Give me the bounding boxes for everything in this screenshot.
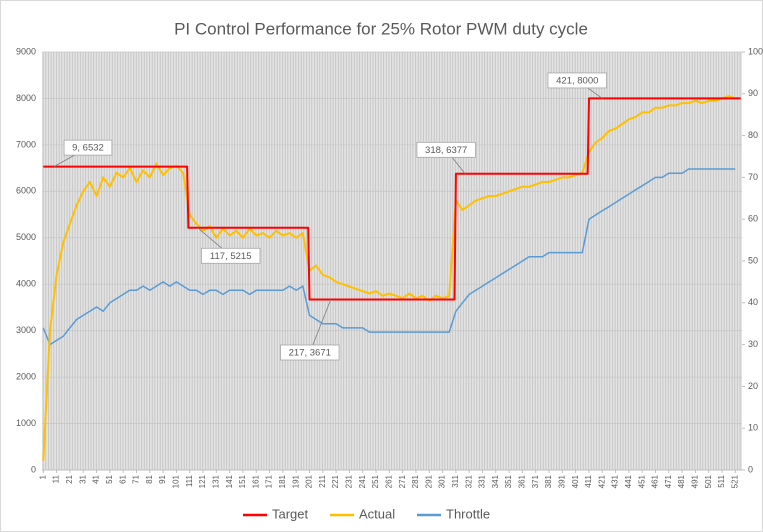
y-tick-label: 4000	[16, 279, 36, 289]
series-line	[42, 168, 736, 346]
x-tick-label: 11	[52, 474, 61, 483]
annotation-box	[63, 139, 113, 156]
y-tick-label: 0	[31, 464, 36, 474]
x-tick-label: 151	[238, 474, 247, 488]
x-tick-label: 171	[265, 474, 274, 488]
x-tick-label: 301	[438, 474, 447, 488]
y2-tick-label: 10	[748, 423, 758, 433]
x-tick-label: 141	[225, 474, 234, 488]
x-tick-label: 101	[172, 474, 181, 488]
annotation-label: 9, 6532	[72, 143, 104, 154]
y2-tick-label: 70	[748, 172, 758, 182]
x-tick-label: 111	[185, 474, 194, 487]
x-tick-label: 81	[145, 474, 154, 483]
legend-label: Actual	[359, 506, 395, 521]
x-tick-label: 501	[704, 474, 713, 488]
x-tick-label: 401	[571, 474, 580, 488]
x-tick-label: 481	[677, 474, 686, 488]
x-tick-label: 1	[38, 474, 47, 479]
x-tick-label: 261	[384, 474, 393, 488]
x-tick-label: 21	[65, 474, 74, 483]
x-tick-label: 271	[398, 474, 407, 488]
x-tick-label: 41	[92, 474, 101, 483]
x-tick-label: 121	[198, 474, 207, 488]
x-tick-label: 391	[557, 474, 566, 488]
y-tick-label: 2000	[16, 371, 36, 381]
x-tick-label: 231	[345, 474, 354, 488]
x-tick-label: 51	[105, 474, 114, 483]
annotation-box	[201, 247, 261, 264]
y2-tick-label: 100	[748, 46, 763, 56]
x-tick-label: 131	[211, 474, 220, 488]
annotation-label: 318, 6377	[425, 145, 467, 156]
x-tick-label: 491	[691, 474, 700, 488]
y-tick-label: 1000	[16, 418, 36, 428]
x-tick-label: 431	[611, 474, 620, 488]
y2-tick-label: 40	[748, 297, 758, 307]
x-tick-label: 221	[331, 474, 340, 488]
plot-area	[42, 52, 742, 470]
legend-label: Throttle	[446, 506, 490, 521]
y-tick-label: 8000	[16, 93, 36, 103]
x-tick-label: 31	[78, 474, 87, 483]
x-tick-label: 311	[451, 474, 460, 487]
x-tick-label: 511	[717, 474, 726, 487]
y-tick-label: 9000	[16, 46, 36, 56]
x-tick-label: 521	[730, 474, 739, 488]
x-tick-label: 411	[584, 474, 593, 487]
x-tick-label: 461	[651, 474, 660, 488]
x-tick-label: 71	[132, 474, 141, 483]
annotation-box	[416, 141, 476, 158]
x-tick-label: 381	[544, 474, 553, 488]
x-tick-label: 251	[371, 474, 380, 488]
y2-tick-label: 90	[748, 88, 758, 98]
y-tick-label: 5000	[16, 232, 36, 242]
x-tick-label: 291	[424, 474, 433, 488]
x-tick-label: 421	[597, 474, 606, 488]
x-tick-label: 331	[478, 474, 487, 488]
legend-label: Target	[272, 506, 309, 521]
x-tick-label: 471	[664, 474, 673, 488]
y2-tick-label: 80	[748, 130, 758, 140]
x-tick-label: 241	[358, 474, 367, 488]
series-line	[43, 97, 741, 301]
y2-tick-label: 50	[748, 255, 758, 265]
y2-tick-label: 20	[748, 381, 758, 391]
x-tick-label: 161	[251, 474, 260, 488]
x-tick-label: 441	[624, 474, 633, 488]
annotation-box	[280, 344, 340, 361]
annotation-box	[547, 72, 607, 89]
x-tick-label: 371	[531, 474, 540, 488]
x-tick-label: 91	[158, 474, 167, 483]
annotation-leader	[309, 299, 332, 353]
y-tick-label: 6000	[16, 186, 36, 196]
x-tick-label: 61	[118, 474, 127, 483]
x-tick-label: 451	[637, 474, 646, 488]
x-tick-label: 341	[491, 474, 500, 488]
x-tick-label: 211	[318, 474, 327, 487]
y-tick-label: 7000	[16, 139, 36, 149]
chart-title: PI Control Performance for 25% Rotor PWM…	[174, 19, 588, 38]
x-tick-label: 181	[278, 474, 287, 488]
x-tick-label: 191	[291, 474, 300, 488]
annotation-label: 217, 3671	[289, 348, 331, 359]
y-tick-label: 3000	[16, 325, 36, 335]
x-tick-label: 351	[504, 474, 513, 488]
x-tick-label: 321	[464, 474, 473, 488]
x-tick-label: 201	[305, 474, 314, 488]
x-tick-label: 361	[518, 474, 527, 488]
annotation-label: 117, 5215	[210, 251, 252, 262]
annotation-label: 421, 8000	[556, 75, 598, 86]
y2-tick-label: 0	[748, 464, 753, 474]
x-tick-label: 281	[411, 474, 420, 488]
y2-tick-label: 60	[748, 214, 758, 224]
y2-tick-label: 30	[748, 339, 758, 349]
